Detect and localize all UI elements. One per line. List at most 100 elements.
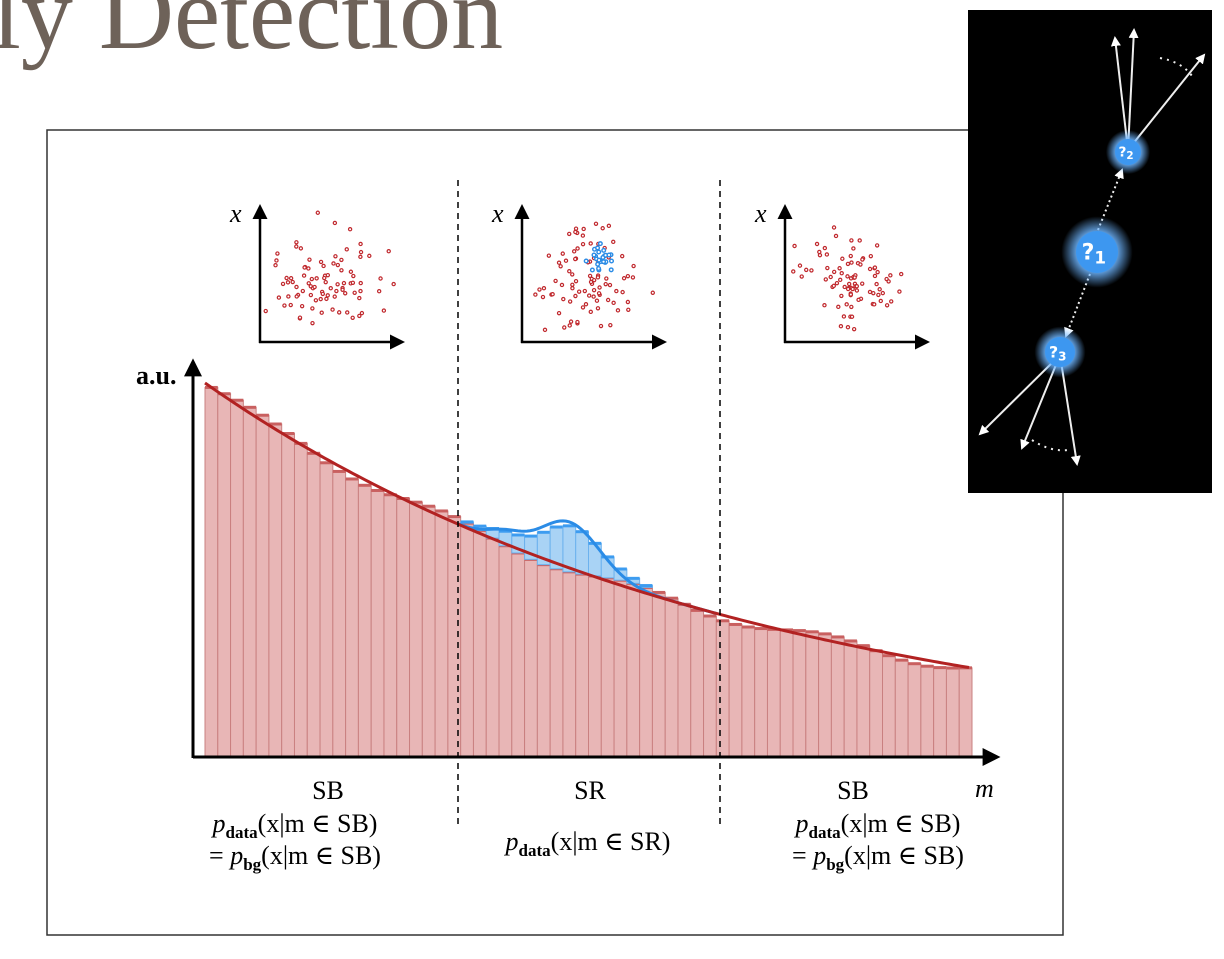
point — [603, 281, 608, 287]
node-symbol: ? — [1118, 145, 1126, 161]
signal-point — [596, 249, 602, 255]
point — [533, 292, 538, 297]
formula: pdata(x|m ∈ SB) — [211, 809, 378, 842]
inset-axis-label: x — [491, 199, 504, 228]
point — [841, 314, 847, 319]
formula-argument: (x|m ∈ SR) — [551, 827, 671, 856]
point — [848, 292, 854, 297]
point — [614, 288, 619, 294]
formula-subscript: data — [519, 841, 552, 860]
bar — [293, 442, 308, 758]
point — [868, 253, 874, 259]
point — [899, 271, 904, 277]
node-subscript: 3 — [1058, 349, 1066, 363]
point — [330, 307, 335, 312]
point — [560, 251, 565, 256]
point — [597, 285, 602, 290]
bar — [332, 470, 347, 758]
point — [332, 220, 338, 226]
point — [871, 290, 876, 296]
node-subscript: 1 — [1094, 248, 1106, 268]
bar — [894, 659, 909, 758]
point — [333, 254, 338, 259]
point — [611, 239, 616, 245]
point — [546, 253, 552, 258]
point — [335, 262, 341, 268]
point — [324, 296, 329, 302]
bar — [485, 537, 500, 758]
point — [325, 272, 331, 278]
point — [860, 281, 865, 286]
bar — [766, 628, 781, 758]
point — [825, 265, 830, 271]
point — [849, 304, 854, 310]
formula: pdata(x|m ∈ SR) — [504, 827, 671, 860]
slide-title: ly Detection — [0, 0, 503, 71]
point — [275, 251, 280, 256]
point — [876, 292, 881, 298]
point — [290, 279, 295, 285]
formula-symbol: p — [228, 841, 243, 870]
point — [573, 229, 578, 235]
point — [591, 287, 597, 293]
point — [556, 310, 562, 316]
bar — [345, 478, 359, 758]
point — [888, 273, 893, 278]
point — [288, 302, 293, 308]
point — [358, 288, 363, 294]
bar — [268, 423, 283, 758]
point — [306, 281, 311, 286]
node — [1076, 231, 1118, 273]
bar — [562, 571, 577, 758]
point — [857, 238, 862, 243]
node-label: ?1 — [1082, 240, 1106, 267]
point — [872, 302, 877, 307]
point — [650, 290, 655, 295]
node-symbol: ? — [1082, 240, 1095, 265]
point — [386, 249, 391, 254]
point — [809, 268, 814, 273]
bar — [907, 663, 922, 758]
bar — [869, 650, 884, 758]
bar — [255, 414, 270, 758]
point — [626, 307, 631, 312]
point — [845, 261, 851, 267]
bar — [715, 620, 730, 758]
point — [298, 246, 304, 251]
point — [605, 297, 611, 303]
point — [822, 245, 828, 251]
bar — [575, 573, 590, 758]
point — [838, 323, 844, 329]
point — [541, 286, 547, 291]
point — [625, 273, 631, 279]
node — [1045, 337, 1075, 367]
point — [588, 309, 593, 315]
bar — [319, 462, 334, 758]
point — [831, 225, 837, 230]
point — [344, 247, 349, 252]
bar — [664, 597, 679, 758]
formulas: pdata(x|m ∈ SB)= pbg(x|m ∈ SB) pdata(x|m … — [209, 809, 964, 874]
bar — [281, 432, 295, 758]
point — [596, 291, 602, 296]
node-symbol: ? — [1049, 342, 1058, 361]
point — [817, 249, 822, 255]
point — [359, 310, 365, 316]
point — [874, 281, 879, 287]
point — [593, 221, 599, 226]
signal-point — [608, 267, 614, 273]
point — [561, 296, 566, 302]
point — [799, 274, 804, 279]
bar — [920, 665, 935, 758]
point — [583, 302, 589, 307]
formula-symbol: p — [211, 809, 226, 838]
point — [540, 294, 546, 300]
point — [339, 268, 344, 273]
point — [581, 226, 586, 232]
bar — [613, 579, 628, 758]
point — [851, 326, 857, 332]
bar — [370, 489, 385, 758]
point — [313, 298, 319, 303]
point — [571, 249, 577, 254]
